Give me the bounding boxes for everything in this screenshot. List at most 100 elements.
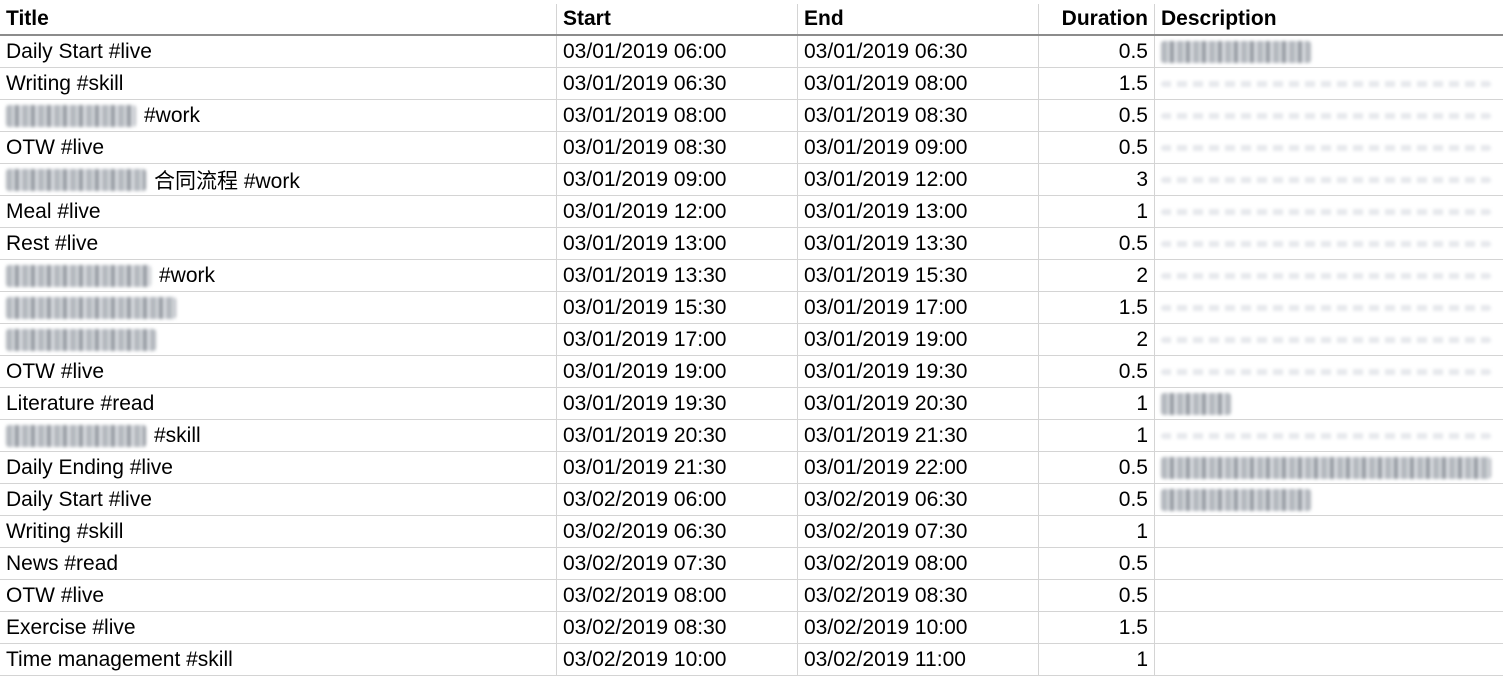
- cell-duration[interactable]: 0.5: [1039, 452, 1155, 483]
- cell-title[interactable]: 合同流程 #work: [0, 164, 557, 195]
- cell-start[interactable]: 03/01/2019 19:00: [557, 356, 798, 387]
- cell-end[interactable]: 03/01/2019 21:30: [798, 420, 1039, 451]
- cell-duration[interactable]: 1.5: [1039, 292, 1155, 323]
- cell-description[interactable]: [1155, 580, 1503, 611]
- cell-duration[interactable]: 2: [1039, 324, 1155, 355]
- cell-end[interactable]: 03/01/2019 20:30: [798, 388, 1039, 419]
- cell-description[interactable]: [1155, 68, 1503, 99]
- cell-end[interactable]: 03/01/2019 08:30: [798, 100, 1039, 131]
- cell-end[interactable]: 03/01/2019 19:30: [798, 356, 1039, 387]
- cell-end[interactable]: 03/01/2019 13:00: [798, 196, 1039, 227]
- cell-description[interactable]: [1155, 612, 1503, 643]
- column-header-title[interactable]: Title: [0, 4, 557, 34]
- cell-duration[interactable]: 0.5: [1039, 548, 1155, 579]
- cell-duration[interactable]: 1: [1039, 420, 1155, 451]
- cell-description[interactable]: [1155, 260, 1503, 291]
- cell-description[interactable]: [1155, 644, 1503, 675]
- cell-description[interactable]: [1155, 196, 1503, 227]
- cell-start[interactable]: 03/01/2019 13:30: [557, 260, 798, 291]
- cell-duration[interactable]: 1.5: [1039, 68, 1155, 99]
- cell-end[interactable]: 03/02/2019 07:30: [798, 516, 1039, 547]
- column-header-start[interactable]: Start: [557, 4, 798, 34]
- cell-end[interactable]: 03/01/2019 22:00: [798, 452, 1039, 483]
- cell-title[interactable]: Daily Start #live: [0, 484, 557, 515]
- cell-start[interactable]: 03/02/2019 08:00: [557, 580, 798, 611]
- cell-start[interactable]: 03/01/2019 12:00: [557, 196, 798, 227]
- cell-start[interactable]: 03/02/2019 06:30: [557, 516, 798, 547]
- cell-title[interactable]: OTW #live: [0, 132, 557, 163]
- cell-end[interactable]: 03/02/2019 11:00: [798, 644, 1039, 675]
- cell-description[interactable]: [1155, 452, 1503, 483]
- cell-description[interactable]: [1155, 292, 1503, 323]
- cell-title[interactable]: OTW #live: [0, 356, 557, 387]
- cell-description[interactable]: [1155, 516, 1503, 547]
- cell-title[interactable]: Exercise #live: [0, 612, 557, 643]
- cell-duration[interactable]: 2: [1039, 260, 1155, 291]
- cell-description[interactable]: [1155, 164, 1503, 195]
- cell-description[interactable]: [1155, 420, 1503, 451]
- cell-end[interactable]: 03/01/2019 15:30: [798, 260, 1039, 291]
- cell-title[interactable]: Writing #skill: [0, 68, 557, 99]
- cell-description[interactable]: [1155, 324, 1503, 355]
- cell-end[interactable]: 03/02/2019 08:00: [798, 548, 1039, 579]
- cell-start[interactable]: 03/01/2019 19:30: [557, 388, 798, 419]
- cell-title[interactable]: Rest #live: [0, 228, 557, 259]
- cell-description[interactable]: [1155, 484, 1503, 515]
- cell-description[interactable]: [1155, 388, 1503, 419]
- cell-start[interactable]: 03/01/2019 08:00: [557, 100, 798, 131]
- cell-start[interactable]: 03/02/2019 07:30: [557, 548, 798, 579]
- cell-end[interactable]: 03/01/2019 06:30: [798, 36, 1039, 67]
- cell-start[interactable]: 03/01/2019 17:00: [557, 324, 798, 355]
- cell-title[interactable]: [0, 324, 557, 355]
- cell-duration[interactable]: 3: [1039, 164, 1155, 195]
- cell-start[interactable]: 03/01/2019 21:30: [557, 452, 798, 483]
- cell-start[interactable]: 03/01/2019 06:00: [557, 36, 798, 67]
- cell-duration[interactable]: 0.5: [1039, 484, 1155, 515]
- cell-title[interactable]: Meal #live: [0, 196, 557, 227]
- cell-start[interactable]: 03/01/2019 09:00: [557, 164, 798, 195]
- cell-duration[interactable]: 1: [1039, 644, 1155, 675]
- column-header-description[interactable]: Description: [1161, 7, 1277, 30]
- cell-description[interactable]: [1155, 548, 1503, 579]
- cell-duration[interactable]: 0.5: [1039, 132, 1155, 163]
- cell-end[interactable]: 03/02/2019 08:30: [798, 580, 1039, 611]
- cell-duration[interactable]: 1: [1039, 516, 1155, 547]
- cell-title[interactable]: Writing #skill: [0, 516, 557, 547]
- cell-start[interactable]: 03/02/2019 10:00: [557, 644, 798, 675]
- cell-end[interactable]: 03/01/2019 19:00: [798, 324, 1039, 355]
- cell-end[interactable]: 03/01/2019 09:00: [798, 132, 1039, 163]
- cell-title[interactable]: Literature #read: [0, 388, 557, 419]
- cell-start[interactable]: 03/02/2019 08:30: [557, 612, 798, 643]
- cell-title[interactable]: #skill: [0, 420, 557, 451]
- cell-description[interactable]: [1155, 36, 1503, 67]
- cell-end[interactable]: 03/02/2019 06:30: [798, 484, 1039, 515]
- cell-end[interactable]: 03/01/2019 13:30: [798, 228, 1039, 259]
- cell-duration[interactable]: 0.5: [1039, 228, 1155, 259]
- cell-duration[interactable]: 0.5: [1039, 100, 1155, 131]
- cell-duration[interactable]: 1.5: [1039, 612, 1155, 643]
- cell-start[interactable]: 03/01/2019 06:30: [557, 68, 798, 99]
- cell-title[interactable]: News #read: [0, 548, 557, 579]
- cell-end[interactable]: 03/01/2019 12:00: [798, 164, 1039, 195]
- cell-description[interactable]: [1155, 356, 1503, 387]
- cell-description[interactable]: [1155, 132, 1503, 163]
- cell-title[interactable]: Time management #skill: [0, 644, 557, 675]
- cell-end[interactable]: 03/01/2019 17:00: [798, 292, 1039, 323]
- cell-duration[interactable]: 0.5: [1039, 36, 1155, 67]
- column-header-end[interactable]: End: [798, 4, 1039, 34]
- cell-duration[interactable]: 1: [1039, 196, 1155, 227]
- cell-title[interactable]: Daily Start #live: [0, 36, 557, 67]
- cell-start[interactable]: 03/01/2019 08:30: [557, 132, 798, 163]
- cell-end[interactable]: 03/01/2019 08:00: [798, 68, 1039, 99]
- cell-description[interactable]: [1155, 228, 1503, 259]
- cell-title[interactable]: Daily Ending #live: [0, 452, 557, 483]
- column-header-duration[interactable]: Duration: [1039, 4, 1155, 34]
- cell-duration[interactable]: 0.5: [1039, 356, 1155, 387]
- cell-title[interactable]: #work: [0, 100, 557, 131]
- cell-start[interactable]: 03/02/2019 06:00: [557, 484, 798, 515]
- cell-end[interactable]: 03/02/2019 10:00: [798, 612, 1039, 643]
- cell-title[interactable]: #work: [0, 260, 557, 291]
- cell-title[interactable]: OTW #live: [0, 580, 557, 611]
- cell-start[interactable]: 03/01/2019 15:30: [557, 292, 798, 323]
- cell-description[interactable]: [1155, 100, 1503, 131]
